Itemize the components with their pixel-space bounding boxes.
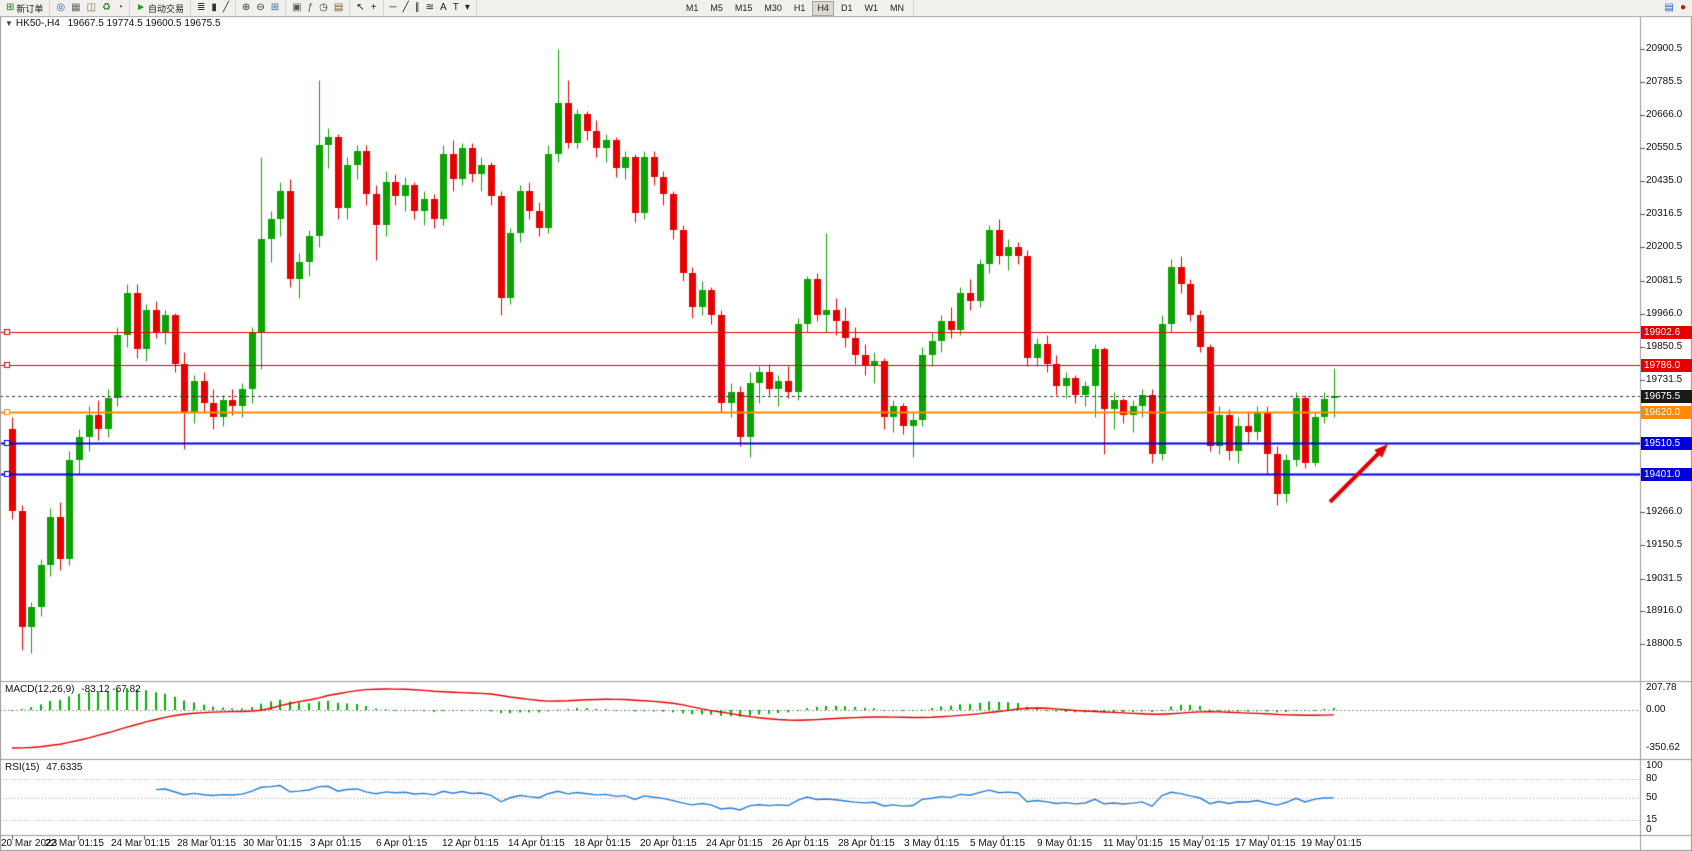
zoom-out-icon: ⊖ [256,2,265,13]
trendline-button[interactable]: ╱ [400,1,412,15]
crosshair-button[interactable]: + [368,1,380,15]
arrange-windows-icon: ▣ [292,2,302,13]
tile-windows-button[interactable]: ⊞ [268,1,282,15]
rsi-value: 47.6335 [46,762,83,773]
rsi-indicator-label: RSI(15) 47.6335 [5,762,82,773]
order-group: ⊞ 新订单 [0,0,51,16]
data-window-button[interactable]: ▦ [68,1,83,15]
new-order-button[interactable]: ⊞ 新订单 [3,1,46,15]
terminal-button[interactable]: ♻ [99,1,114,15]
periods-dropdown-button[interactable]: ◷ [316,1,331,15]
new-order-icon: ⊞ [6,2,15,13]
equidistant-channel-button[interactable]: ∥ [412,1,423,15]
navigator-button[interactable]: ◫ [84,1,99,15]
timeframe-h1-button[interactable]: H1 [793,2,806,13]
auto-trading-icon: ► [136,2,146,13]
market-watch-button[interactable]: ◎ [53,1,68,15]
timeframe-d1-button[interactable]: D1 [840,2,853,13]
chart-title: ▼ HK50-,H4 19667.5 19774.5 19600.5 19675.… [5,18,221,29]
timeframe-mn-button[interactable]: MN [889,2,904,13]
cursor-group: ↖ + [350,0,384,16]
macd-values: -83.12 -67.82 [81,684,141,695]
alert-button[interactable]: ● [1677,1,1689,15]
zoom-group: ⊕ ⊖ ⊞ [236,0,287,16]
auto-trading-button[interactable]: ► 自动交易 [133,1,187,15]
timeframe-group: M1 M5 M15 M30 H1 H4 D1 W1 MN [677,0,914,16]
chart-symbol-period: HK50-,H4 [15,18,60,29]
navigator-icon: ◫ [86,2,97,13]
trendline-icon: ╱ [402,2,409,13]
draw-group: ─ ╱ ∥ ≋ A T ▾ [384,0,477,16]
templates-dropdown-icon: ▤ [333,2,344,13]
zoom-out-button[interactable]: ⊖ [253,1,267,15]
chart-type-group: ≣ ▮ ╱ [191,0,236,16]
panels-group: ◎ ▦ ◫ ♻ ◔ [50,0,131,16]
tools-group: ▣ ƒ ◷ ▤ [286,0,351,16]
horizontal-line-button[interactable]: ─ [387,1,400,15]
bar-chart-type-button[interactable]: ≣ [194,1,208,15]
candlestick-type-icon: ▮ [211,2,217,13]
line-chart-type-icon: ╱ [222,2,229,13]
fibonacci-button[interactable]: ≋ [423,1,437,15]
terminal-icon: ♻ [102,2,112,13]
text-button[interactable]: A [437,1,450,15]
new-chart-window-button[interactable]: ▤ [1662,1,1677,15]
arrows-dropdown-button[interactable]: ▾ [462,1,473,15]
cursor-button[interactable]: ↖ [353,1,367,15]
zoom-in-icon: ⊕ [241,2,251,13]
indicators-icon: ƒ [307,2,314,13]
arrows-dropdown-icon: ▾ [464,2,470,13]
periods-dropdown-icon: ◷ [319,2,328,13]
chart-ohlc-values: 19667.5 19774.5 19600.5 19675.5 [67,18,221,29]
new-order-button-label: 新订单 [16,3,44,14]
crosshair-icon: + [370,2,377,13]
strategy-tester-icon: ◔ [117,2,124,13]
label-icon: T [452,2,459,13]
zoom-in-button[interactable]: ⊕ [239,1,253,15]
toolbar-right-group: ▤ ● [1659,0,1692,16]
templates-dropdown-button[interactable]: ▤ [331,1,346,15]
label-button[interactable]: T [450,1,462,15]
fibonacci-icon: ≋ [425,2,435,13]
macd-indicator-label: MACD(12,26,9) -83.12 -67.82 [5,684,141,695]
rsi-name: RSI(15) [5,762,40,773]
strategy-tester-button[interactable]: ◔ [114,1,126,15]
auto-trading-button-label: 自动交易 [147,3,184,14]
autotrade-group: ► 自动交易 [130,0,191,16]
equidistant-channel-icon: ∥ [414,2,420,13]
timeframe-m15-button[interactable]: M15 [734,2,753,13]
timeframe-w1-button[interactable]: W1 [864,2,878,13]
candlestick-type-button[interactable]: ▮ [208,1,220,15]
macd-name: MACD(12,26,9) [5,684,75,695]
timeframe-m1-button[interactable]: M1 [685,2,699,13]
text-icon: A [440,2,447,13]
timeframe-m30-button[interactable]: M30 [764,2,782,13]
new-chart-window-icon: ▤ [1664,2,1674,13]
alert-icon: ● [1679,2,1686,13]
main-toolbar: ⊞ 新订单 ◎ ▦ ◫ ♻ ◔ ► 自动交易 ≣ ▮ ╱ ⊕ ⊖ ⊞ ▣ ƒ ◷ ▤ ↖ + ─ ╱ ∥ ≋ A T ▾ M1 M5 M15… [0,0,1692,17]
data-window-icon: ▦ [71,2,81,13]
symbol-dropdown-icon[interactable]: ▼ [5,19,13,28]
line-chart-type-button[interactable]: ╱ [220,1,232,15]
cursor-icon: ↖ [356,2,365,13]
tile-windows-icon: ⊞ [270,2,280,13]
market-watch-icon: ◎ [56,2,66,13]
timeframe-h4-button[interactable]: H4 [812,0,834,16]
timeframe-m5-button[interactable]: M5 [710,2,723,13]
indicators-button[interactable]: ƒ [305,1,317,15]
horizontal-line-icon: ─ [389,2,397,13]
arrange-windows-button[interactable]: ▣ [289,1,304,15]
bar-chart-type-icon: ≣ [196,2,206,13]
